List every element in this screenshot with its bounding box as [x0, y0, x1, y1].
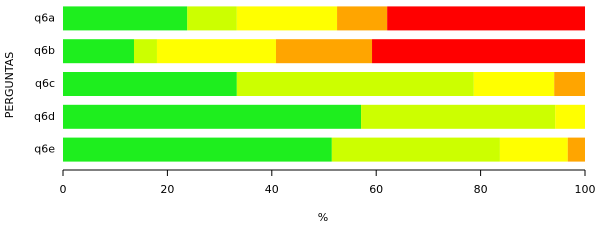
x-tick-label: 80: [474, 183, 488, 196]
x-tick-label: 0: [60, 183, 67, 196]
bar-segment: [236, 72, 474, 96]
y-axis-label: PERGUNTAS: [3, 52, 16, 118]
x-tick-label: 100: [575, 183, 596, 196]
y-tick-label: q6c: [35, 77, 55, 90]
bar-segment: [473, 72, 555, 96]
bar-segment: [133, 39, 157, 64]
bar-segment: [63, 137, 332, 162]
bar-segment: [567, 137, 585, 162]
bar-segment: [554, 72, 585, 96]
y-tick-label: q6d: [34, 110, 55, 123]
y-tick-label: q6e: [34, 143, 55, 156]
bar-segment: [387, 6, 585, 31]
bar-segment: [361, 104, 556, 129]
bar-segment: [331, 137, 500, 162]
bar-segment: [236, 6, 338, 31]
bar-segment: [63, 6, 188, 31]
bar-segment: [499, 137, 568, 162]
bar-segment: [555, 104, 585, 129]
x-tick-label: 60: [369, 183, 383, 196]
chart: % PERGUNTAS q6a q6b q6c q6d q6e 0 20 40 60 80 100: [3, 6, 596, 224]
bar-segment: [187, 6, 237, 31]
bar-segment: [63, 39, 134, 64]
x-axis-label: %: [318, 211, 328, 224]
bar-segment: [63, 72, 237, 96]
x-tick-label: 40: [265, 183, 279, 196]
bar-segment: [337, 6, 388, 31]
y-tick-label: q6b: [34, 44, 55, 57]
bar-segment: [63, 104, 362, 129]
y-tick-label: q6a: [34, 11, 55, 24]
x-tick-label: 20: [160, 183, 174, 196]
bar-segment: [156, 39, 276, 64]
bar-segment: [275, 39, 373, 64]
bar-segment: [372, 39, 585, 64]
